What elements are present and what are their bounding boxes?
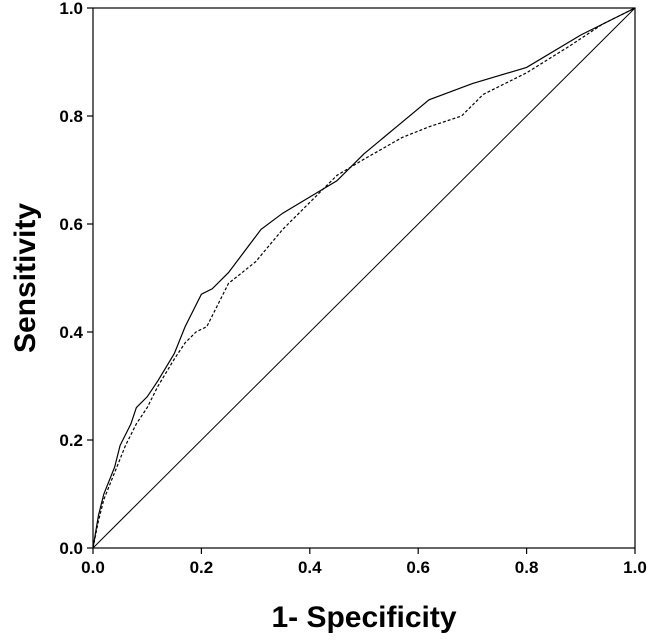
roc-curve-solid	[92, 7, 636, 549]
x-tick-label: 1.0	[623, 558, 647, 577]
tick-layer: 0.0 0.2 0.4 0.6 0.8 1.0 0.0 0.2 0.4 0.6 0.8 1.0	[59, 0, 646, 577]
y-axis-title: Sensitivity	[9, 203, 42, 353]
y-tick-label: 0.8	[59, 107, 83, 126]
y-tick-label: 0.0	[59, 539, 83, 558]
y-tick-label: 0.6	[59, 215, 83, 234]
x-tick-label: 0.2	[190, 558, 214, 577]
y-tick-label: 0.2	[59, 431, 83, 450]
reference-diagonal-line	[92, 7, 636, 549]
x-axis-title: 1- Specificity	[271, 601, 456, 634]
x-tick-label: 0.6	[406, 558, 430, 577]
plot-frame	[92, 7, 636, 549]
x-tick-label: 0.0	[81, 558, 105, 577]
y-tick-label: 0.4	[59, 323, 83, 342]
x-tick-label: 0.8	[515, 558, 539, 577]
series-layer	[92, 7, 636, 549]
y-tick-label: 1.0	[59, 0, 83, 18]
x-tick-label: 0.4	[298, 558, 322, 577]
roc-curve-dashed	[92, 7, 636, 549]
